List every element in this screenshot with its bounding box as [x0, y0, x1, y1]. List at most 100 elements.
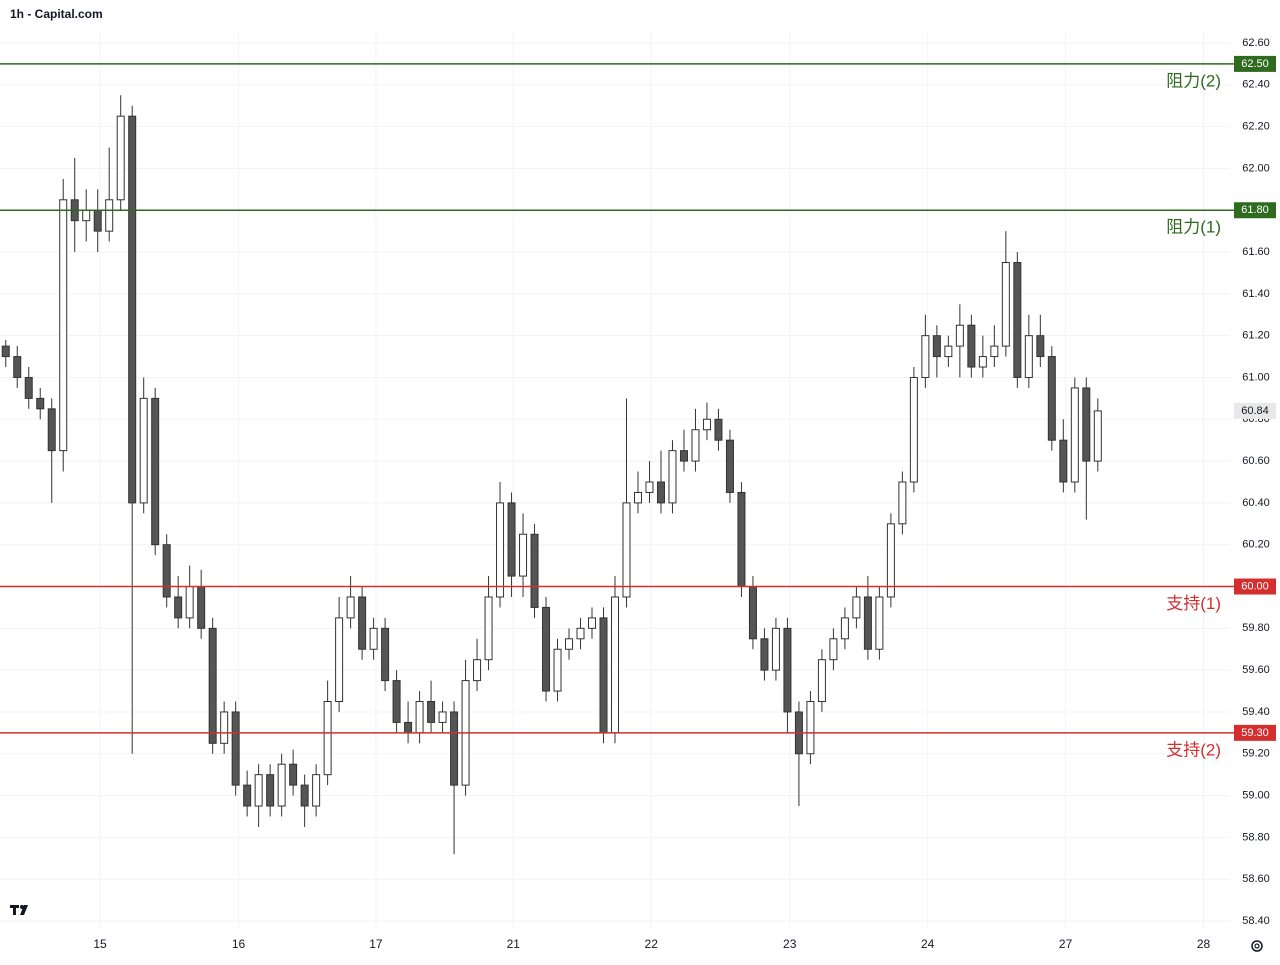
candle-body: [13, 356, 22, 378]
candle-body: [967, 324, 976, 368]
y-tick-label: 59.60: [1242, 664, 1270, 676]
candle-body: [645, 481, 654, 493]
y-tick-label: 58.40: [1242, 915, 1270, 927]
candle-body: [254, 774, 263, 807]
candle-body: [725, 439, 734, 493]
candle-body: [266, 774, 275, 807]
y-tick-label: 61.00: [1242, 371, 1270, 383]
level-price-label: 62.50: [1241, 58, 1269, 70]
candle-body: [565, 638, 574, 650]
y-tick-label: 61.60: [1242, 246, 1270, 258]
candle-body: [450, 711, 459, 786]
candle-body: [1093, 410, 1102, 462]
y-tick-label: 58.80: [1242, 831, 1270, 843]
candle-body: [737, 491, 746, 588]
candle-body: [668, 450, 677, 504]
candle-body: [829, 638, 838, 661]
last-price-tag: [1234, 402, 1276, 419]
candle-body: [162, 544, 171, 598]
candle-body: [1013, 262, 1022, 378]
candle-body: [381, 627, 390, 682]
candle-body: [128, 115, 137, 504]
candle-body: [783, 627, 792, 713]
x-tick-label: 27: [1059, 937, 1073, 951]
x-tick-label: 24: [921, 937, 935, 951]
y-tick-label: 60.20: [1242, 539, 1270, 551]
candle-body: [59, 199, 68, 452]
candle-body: [817, 659, 826, 703]
candle-body: [714, 418, 723, 441]
candle-body: [277, 763, 286, 807]
candle-body: [496, 502, 505, 598]
y-tick-label: 62.60: [1242, 37, 1270, 49]
candle-body: [346, 596, 355, 619]
candle-body: [576, 627, 585, 640]
candle-body: [852, 596, 861, 619]
candle-body: [404, 721, 413, 734]
candle-body: [174, 596, 183, 619]
candle-body: [806, 701, 815, 755]
level-price-label: 60.00: [1241, 580, 1269, 592]
candle-body: [611, 596, 619, 734]
candle-body: [990, 345, 999, 358]
candle-body: [542, 606, 551, 692]
y-tick-label: 60.40: [1242, 497, 1270, 509]
candle-body: [197, 586, 206, 629]
y-tick-label: 60.60: [1242, 455, 1270, 467]
candle-body: [243, 784, 252, 807]
tv-logo: [10, 905, 28, 915]
candle-body: [220, 711, 229, 744]
candle-body: [530, 533, 539, 608]
candle-body: [633, 491, 642, 504]
candle-body: [185, 586, 194, 619]
candle-body: [438, 711, 447, 723]
candle-body: [1, 345, 10, 358]
candle-body: [1059, 439, 1068, 483]
x-tick-label: 22: [645, 937, 659, 951]
candle-body: [748, 586, 757, 640]
x-tick-label: 28: [1197, 937, 1211, 951]
candle-body: [208, 627, 217, 744]
chart-title: 1h - Capital.com: [10, 7, 103, 21]
level-name: 阻力(1): [1166, 218, 1221, 237]
candle-body: [921, 335, 930, 378]
x-tick-label: 21: [507, 937, 521, 951]
candle-body: [519, 533, 528, 577]
candle-body: [358, 596, 367, 650]
candle-body: [932, 335, 941, 358]
x-tick-label: 15: [93, 937, 107, 951]
candle-body: [151, 397, 160, 546]
candle-body: [886, 523, 895, 598]
candle-body: [24, 376, 33, 399]
candle-body: [507, 502, 516, 577]
candle-body: [760, 638, 769, 671]
candle-body: [323, 701, 332, 776]
candle-body: [93, 209, 102, 232]
candle-body: [139, 397, 148, 504]
candle-body: [679, 450, 688, 462]
candle-body: [1070, 387, 1079, 483]
candle-body: [875, 596, 884, 650]
candle-body: [231, 711, 240, 786]
y-tick-label: 59.20: [1242, 748, 1270, 760]
candle-body: [955, 324, 964, 347]
candle-body: [300, 784, 309, 807]
candle-body: [427, 701, 436, 723]
candle-body: [622, 502, 631, 598]
x-tick-label: 17: [369, 937, 383, 951]
candle-body: [944, 345, 953, 358]
settings-icon[interactable]: [1251, 940, 1263, 952]
candles: [1, 95, 1102, 855]
candle-body: [392, 680, 401, 723]
candle-body: [415, 701, 424, 734]
level-price-tag: [1234, 202, 1276, 219]
candle-body: [599, 617, 608, 734]
y-tick-label: 62.20: [1242, 121, 1270, 133]
level-name: 支持(2): [1166, 740, 1221, 759]
candle-body: [1036, 335, 1045, 358]
candle-body: [116, 115, 125, 201]
candle-body: [702, 418, 711, 431]
candle-body: [909, 376, 918, 483]
